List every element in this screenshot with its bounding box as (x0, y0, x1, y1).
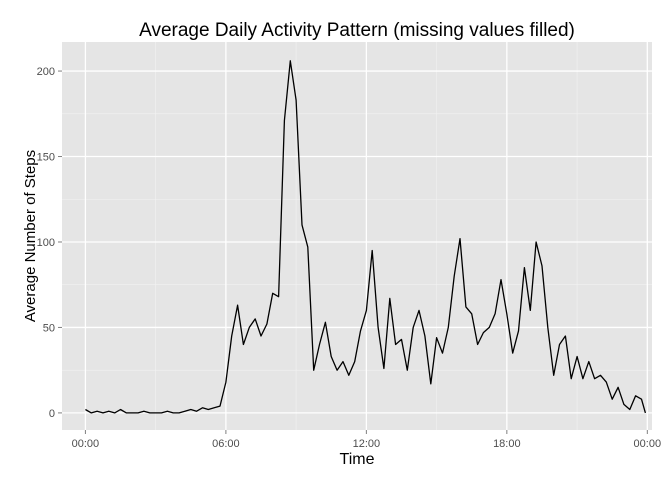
y-tick-label: 100 (37, 237, 55, 249)
x-tick-label: 12:00 (353, 438, 381, 450)
plot-background (62, 42, 652, 430)
y-tick-label: 0 (49, 408, 55, 420)
y-tick-label: 200 (37, 66, 55, 78)
y-tick-label: 150 (37, 152, 55, 164)
series-line (85, 60, 647, 414)
chart-title: Average Daily Activity Pattern (missing … (139, 20, 575, 41)
x-axis-label: Time (339, 451, 375, 468)
x-tick-label: 18:00 (493, 438, 521, 450)
x-tick-label: 06:00 (212, 438, 240, 450)
y-axis-label: Average Number of Steps (22, 149, 39, 323)
x-tick-label: 00:00 (634, 438, 662, 450)
y-tick-label: 50 (43, 322, 55, 334)
x-tick-label: 00:00 (72, 438, 100, 450)
